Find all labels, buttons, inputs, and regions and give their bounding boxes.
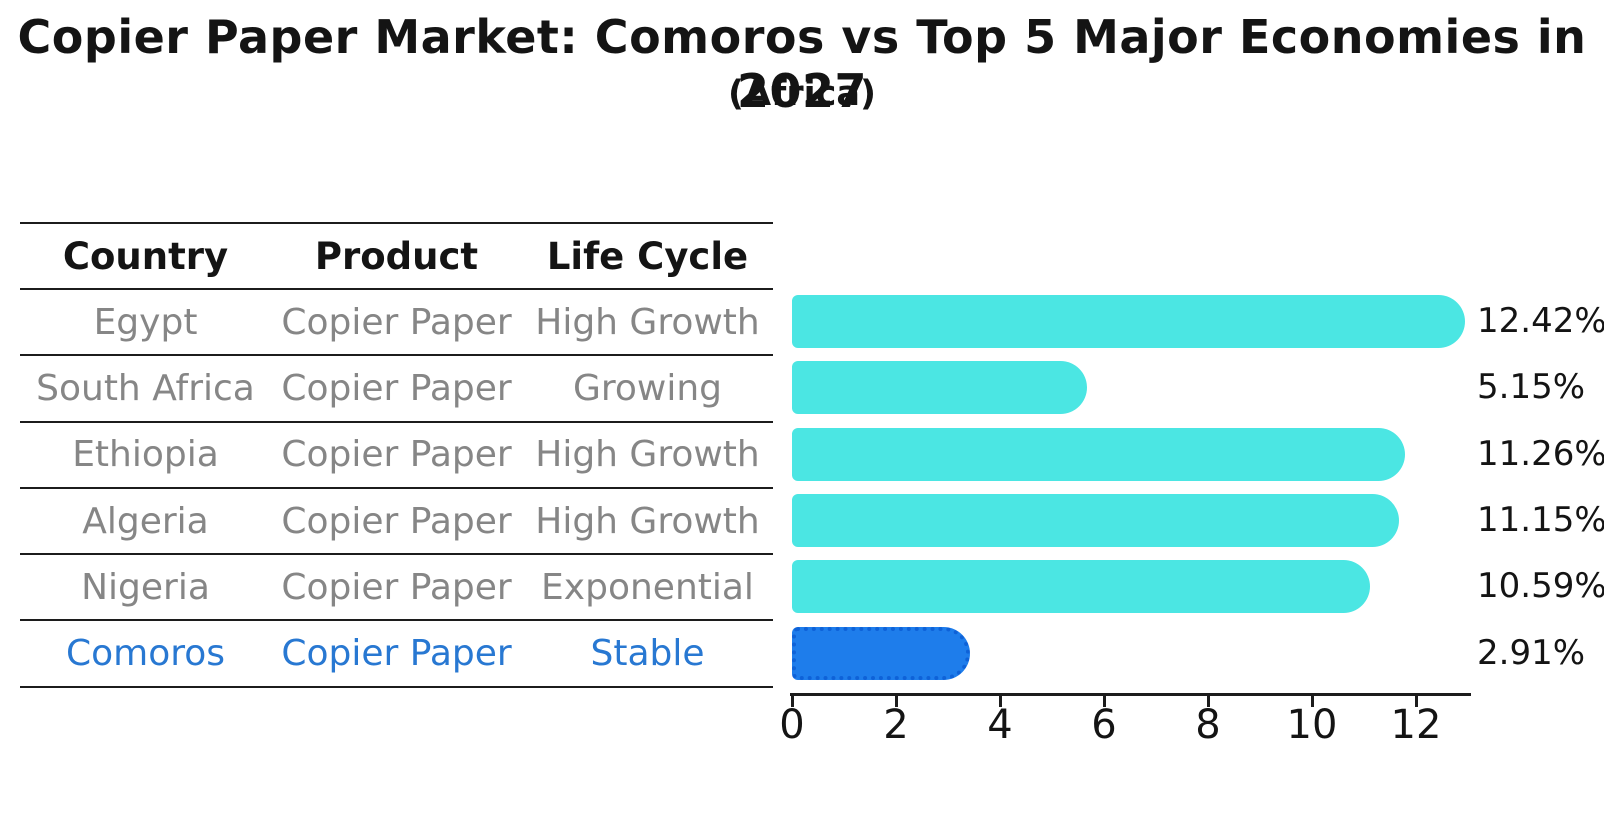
page-title: Copier Paper Market: Comoros vs Top 5 Ma… [17, 10, 1587, 118]
x-tick-label-8: 8 [1195, 702, 1221, 748]
x-axis-line [790, 693, 1471, 696]
bar-south-africa [792, 361, 1087, 415]
cell-life-cycle: Exponential [541, 566, 754, 608]
page-subtitle: (Africa) [728, 74, 876, 114]
bar-value-label-nigeria: 10.59% [1477, 566, 1604, 607]
cell-country: South Africa [36, 367, 255, 409]
bar-value-label-algeria: 11.15% [1477, 499, 1604, 540]
cell-product: Copier Paper [281, 500, 512, 542]
x-tick-mark-12 [1414, 694, 1418, 707]
bar-value-label-comoros: 2.91% [1477, 632, 1586, 673]
bar-value-label-egypt: 12.42% [1477, 301, 1604, 341]
table-row: Comoros Copier Paper Stable [20, 621, 773, 688]
x-tick-mark-4 [998, 694, 1002, 707]
cell-country: Comoros [65, 633, 226, 675]
x-tick-label-4: 4 [987, 702, 1013, 748]
cell-country: Nigeria [81, 566, 210, 608]
cell-country: Algeria [82, 500, 209, 542]
bar-value-label-ethiopia: 11.26% [1477, 433, 1604, 474]
cell-product: Copier Paper [281, 367, 512, 409]
table-body: Egypt Copier Paper High Growth South Afr… [20, 290, 773, 688]
bar-ethiopia [792, 427, 1405, 481]
cell-life-cycle: Stable [590, 633, 705, 675]
column-header-product: Product [314, 234, 479, 278]
bar-algeria [792, 493, 1399, 547]
table-row: Algeria Copier Paper High Growth [20, 489, 773, 556]
x-tick-label-12: 12 [1390, 702, 1442, 748]
x-tick-mark-0 [790, 694, 794, 707]
x-tick-mark-10 [1310, 694, 1314, 707]
bar-egypt [792, 295, 1465, 348]
table-row: Nigeria Copier Paper Exponential [20, 555, 773, 622]
x-tick-label-0: 0 [779, 702, 805, 748]
cell-life-cycle: High Growth [535, 434, 760, 476]
cell-product: Copier Paper [281, 633, 512, 675]
cell-life-cycle: High Growth [535, 500, 760, 542]
x-tick-mark-8 [1206, 694, 1210, 707]
table-header-row: Country Product Life Cycle [20, 222, 773, 290]
cell-country: Ethiopia [72, 434, 219, 476]
bar-nigeria [792, 560, 1370, 614]
x-tick-label-2: 2 [883, 702, 909, 748]
bar-chart [792, 288, 1492, 692]
cell-product: Copier Paper [281, 434, 512, 476]
bar-comoros [792, 626, 971, 680]
x-tick-label-6: 6 [1091, 702, 1117, 748]
country-table: Country Product Life Cycle Egypt Copier … [20, 222, 773, 688]
table-row: Ethiopia Copier Paper High Growth [20, 423, 773, 489]
cell-product: Copier Paper [281, 301, 512, 343]
cell-product: Copier Paper [281, 566, 512, 608]
x-tick-mark-2 [894, 694, 898, 707]
column-header-life-cycle: Life Cycle [546, 234, 749, 278]
x-tick-label-10: 10 [1286, 702, 1338, 748]
table-row: South Africa Copier Paper Growing [20, 356, 773, 423]
column-header-country: Country [62, 234, 229, 278]
table-row: Egypt Copier Paper High Growth [20, 290, 773, 357]
cell-life-cycle: Growing [572, 367, 723, 409]
cell-country: Egypt [93, 301, 198, 343]
bar-value-label-south-africa: 5.15% [1477, 367, 1586, 408]
cell-life-cycle: High Growth [535, 301, 760, 343]
x-tick-mark-6 [1102, 694, 1106, 707]
